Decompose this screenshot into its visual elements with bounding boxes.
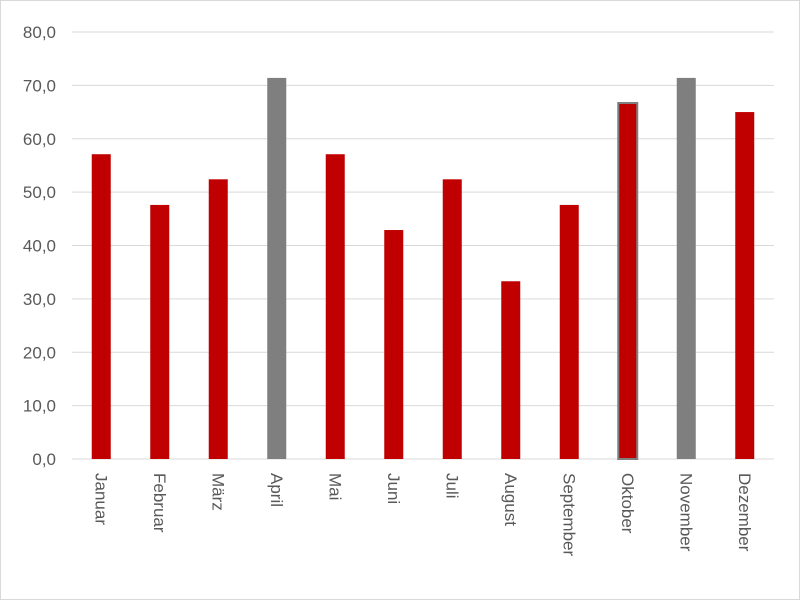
bar-mai (325, 154, 345, 459)
bar-juli (442, 179, 462, 459)
bar-juni (384, 230, 404, 459)
x-category-label: Januar (91, 473, 110, 525)
y-tick-label: 40,0 (23, 237, 56, 256)
x-category-label: April (267, 473, 286, 507)
x-category-label: Dezember (735, 473, 754, 552)
bar-märz (208, 179, 228, 459)
x-category-label: Mai (325, 473, 344, 500)
y-tick-label: 50,0 (23, 183, 56, 202)
y-tick-label: 20,0 (23, 343, 56, 362)
bar-series (91, 77, 755, 461)
bar-oktober (617, 101, 639, 461)
bar-dezember (735, 112, 755, 459)
grid-layer (72, 31, 774, 460)
y-axis-tick-labels: 0,0 10,0 20,0 30,0 40,0 50,0 60,0 70,0 80,0 (23, 23, 56, 469)
x-category-label: November (676, 473, 695, 552)
y-tick-label: 0,0 (32, 450, 56, 469)
bar-november (676, 77, 696, 459)
x-category-label: Oktober (618, 473, 637, 534)
x-category-label: März (208, 473, 227, 511)
x-category-label: Juli (442, 473, 461, 499)
x-category-label: Juni (384, 473, 403, 504)
y-tick-label: 80,0 (23, 23, 56, 42)
x-category-label: Februar (150, 473, 169, 533)
bar-januar (91, 154, 111, 459)
x-category-label: August (501, 473, 520, 526)
bar-august (501, 281, 521, 459)
y-tick-label: 30,0 (23, 290, 56, 309)
y-tick-label: 60,0 (23, 130, 56, 149)
bar-september (559, 204, 579, 459)
x-category-label: September (559, 473, 578, 556)
bar-april (267, 77, 287, 459)
bar-februar (150, 204, 170, 459)
y-tick-label: 70,0 (23, 76, 56, 95)
y-tick-label: 10,0 (23, 397, 56, 416)
x-axis-category-labels: Januar Februar März April Mai Juni Juli August S… (91, 473, 754, 556)
